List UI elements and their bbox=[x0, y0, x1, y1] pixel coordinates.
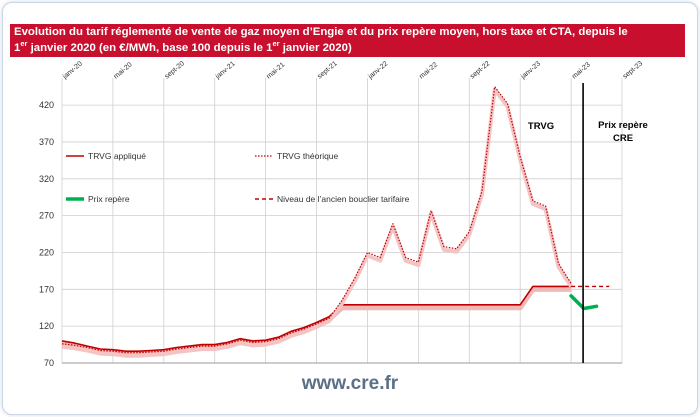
legend-label-trvg-theorique: TRVG théorique bbox=[277, 151, 339, 161]
y-tick-label: 120 bbox=[39, 321, 54, 331]
y-tick-label: 320 bbox=[39, 174, 54, 184]
legend: TRVG appliqué TRVG théorique Prix repère Ni… bbox=[66, 151, 410, 204]
y-tick-label: 220 bbox=[39, 247, 54, 257]
chart-title-line-1: Evolution du tarif réglementé de vente d… bbox=[14, 26, 628, 38]
y-tick-label: 420 bbox=[39, 100, 54, 110]
region-label-prix-repere-line-1: Prix repère bbox=[598, 120, 648, 131]
x-tick-label: mai-22 bbox=[418, 61, 439, 80]
y-tick-label: 370 bbox=[39, 137, 54, 147]
chart-title: Evolution du tarif réglementé de vente d… bbox=[10, 24, 685, 57]
y-tick-label: 270 bbox=[39, 211, 54, 221]
y-tick-label: 170 bbox=[39, 284, 54, 294]
website-footer[interactable]: www.cre.fr bbox=[301, 373, 399, 394]
x-tick-label: janv-21 bbox=[214, 60, 237, 81]
x-tick-label: mai-21 bbox=[265, 61, 286, 80]
x-tick-label: sept-20 bbox=[164, 60, 186, 80]
legend-label-bouclier: Niveau de l’ancien bouclier tarifaire bbox=[277, 194, 410, 204]
region-label-trvg: TRVG bbox=[528, 121, 554, 132]
x-tick-label: sept-22 bbox=[469, 60, 491, 80]
region-labels: TRVG Prix repère CRE bbox=[528, 120, 648, 144]
x-tick-label: mai-23 bbox=[571, 61, 592, 80]
x-tick-label: janv-22 bbox=[366, 60, 389, 81]
x-tick-label: mai-20 bbox=[113, 61, 134, 80]
x-tick-label: janv-20 bbox=[61, 60, 84, 81]
legend-label-prix-repere: Prix repère bbox=[88, 194, 130, 204]
series-line-trvg-theorique-shadow bbox=[61, 87, 573, 358]
y-tick-label: 70 bbox=[44, 358, 54, 368]
x-tick-label: sept-23 bbox=[622, 60, 644, 80]
chart-title-line-2: 1er janvier 2020 (en €/MWh, base 100 dep… bbox=[14, 39, 352, 54]
x-tick-label: sept-21 bbox=[316, 60, 338, 80]
legend-label-trvg-applique: TRVG appliqué bbox=[88, 151, 146, 161]
x-axis: janv-20 mai-20 sept-20 janv-21 mai-21 sept-21… bbox=[61, 60, 644, 364]
series-line-trvg-applique bbox=[61, 285, 572, 353]
y-axis: 70 120 170 220 270 320 370 420 bbox=[39, 100, 54, 368]
region-label-prix-repere-line-2: CRE bbox=[613, 133, 633, 144]
x-tick-label: janv-23 bbox=[519, 60, 542, 81]
